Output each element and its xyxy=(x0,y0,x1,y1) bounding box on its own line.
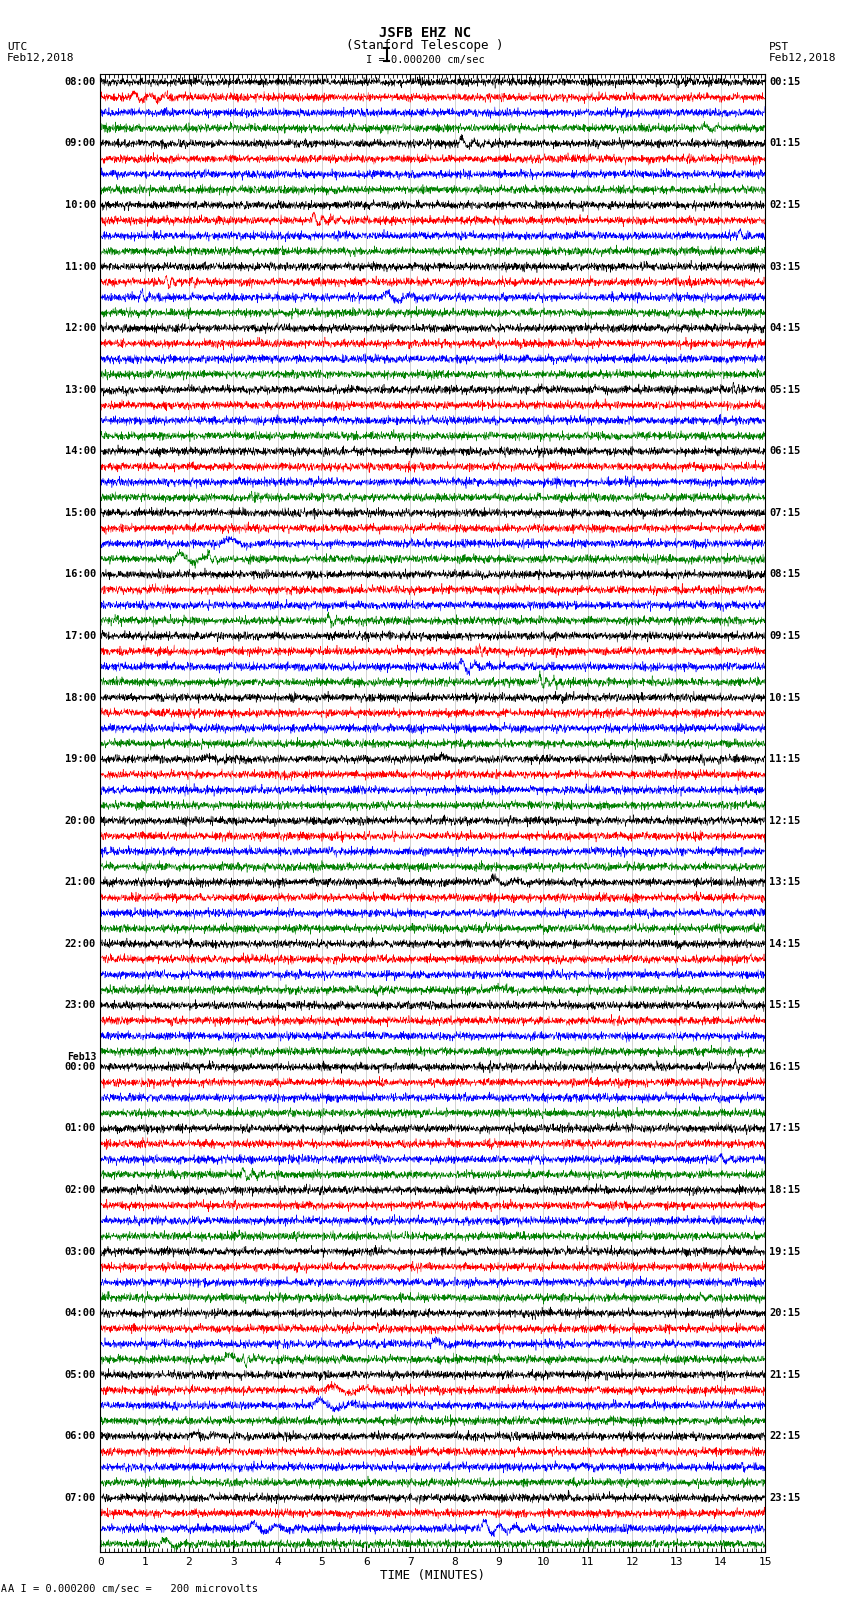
Text: 01:00: 01:00 xyxy=(65,1124,96,1134)
Text: 05:00: 05:00 xyxy=(65,1369,96,1379)
Text: 08:15: 08:15 xyxy=(769,569,801,579)
Text: 06:15: 06:15 xyxy=(769,447,801,456)
Text: 11:15: 11:15 xyxy=(769,755,801,765)
Text: 00:00: 00:00 xyxy=(65,1061,96,1073)
Text: 12:15: 12:15 xyxy=(769,816,801,826)
Text: A: A xyxy=(1,1584,7,1594)
Text: 02:15: 02:15 xyxy=(769,200,801,210)
Text: 16:00: 16:00 xyxy=(65,569,96,579)
X-axis label: TIME (MINUTES): TIME (MINUTES) xyxy=(380,1569,485,1582)
Text: 18:00: 18:00 xyxy=(65,692,96,703)
Text: 03:00: 03:00 xyxy=(65,1247,96,1257)
Text: 04:00: 04:00 xyxy=(65,1308,96,1318)
Text: 20:15: 20:15 xyxy=(769,1308,801,1318)
Text: I = 0.000200 cm/sec: I = 0.000200 cm/sec xyxy=(366,55,484,65)
Text: A I = 0.000200 cm/sec =   200 microvolts: A I = 0.000200 cm/sec = 200 microvolts xyxy=(8,1584,258,1594)
Text: 09:00: 09:00 xyxy=(65,139,96,148)
Text: 13:15: 13:15 xyxy=(769,877,801,887)
Text: 05:15: 05:15 xyxy=(769,386,801,395)
Text: 14:15: 14:15 xyxy=(769,939,801,948)
Text: 10:00: 10:00 xyxy=(65,200,96,210)
Text: 17:00: 17:00 xyxy=(65,631,96,640)
Text: 23:00: 23:00 xyxy=(65,1000,96,1010)
Text: UTC: UTC xyxy=(7,42,27,52)
Text: 10:15: 10:15 xyxy=(769,692,801,703)
Text: 19:15: 19:15 xyxy=(769,1247,801,1257)
Text: 04:15: 04:15 xyxy=(769,323,801,334)
Text: 07:15: 07:15 xyxy=(769,508,801,518)
Text: PST: PST xyxy=(769,42,790,52)
Text: 16:15: 16:15 xyxy=(769,1061,801,1073)
Text: 23:15: 23:15 xyxy=(769,1494,801,1503)
Text: Feb12,2018: Feb12,2018 xyxy=(7,53,74,63)
Text: 03:15: 03:15 xyxy=(769,261,801,271)
Text: 06:00: 06:00 xyxy=(65,1431,96,1442)
Text: (Stanford Telescope ): (Stanford Telescope ) xyxy=(346,39,504,52)
Text: 19:00: 19:00 xyxy=(65,755,96,765)
Text: 15:00: 15:00 xyxy=(65,508,96,518)
Text: 15:15: 15:15 xyxy=(769,1000,801,1010)
Text: 02:00: 02:00 xyxy=(65,1186,96,1195)
Text: 17:15: 17:15 xyxy=(769,1124,801,1134)
Text: 20:00: 20:00 xyxy=(65,816,96,826)
Text: 01:15: 01:15 xyxy=(769,139,801,148)
Text: 00:15: 00:15 xyxy=(769,77,801,87)
Text: 14:00: 14:00 xyxy=(65,447,96,456)
Text: JSFB EHZ NC: JSFB EHZ NC xyxy=(379,26,471,40)
Text: 07:00: 07:00 xyxy=(65,1494,96,1503)
Text: 13:00: 13:00 xyxy=(65,386,96,395)
Text: 11:00: 11:00 xyxy=(65,261,96,271)
Text: Feb13: Feb13 xyxy=(66,1052,96,1061)
Text: 21:15: 21:15 xyxy=(769,1369,801,1379)
Text: 22:15: 22:15 xyxy=(769,1431,801,1442)
Text: 12:00: 12:00 xyxy=(65,323,96,334)
Text: Feb12,2018: Feb12,2018 xyxy=(769,53,836,63)
Text: 22:00: 22:00 xyxy=(65,939,96,948)
Text: 09:15: 09:15 xyxy=(769,631,801,640)
Text: 21:00: 21:00 xyxy=(65,877,96,887)
Text: 08:00: 08:00 xyxy=(65,77,96,87)
Text: 18:15: 18:15 xyxy=(769,1186,801,1195)
